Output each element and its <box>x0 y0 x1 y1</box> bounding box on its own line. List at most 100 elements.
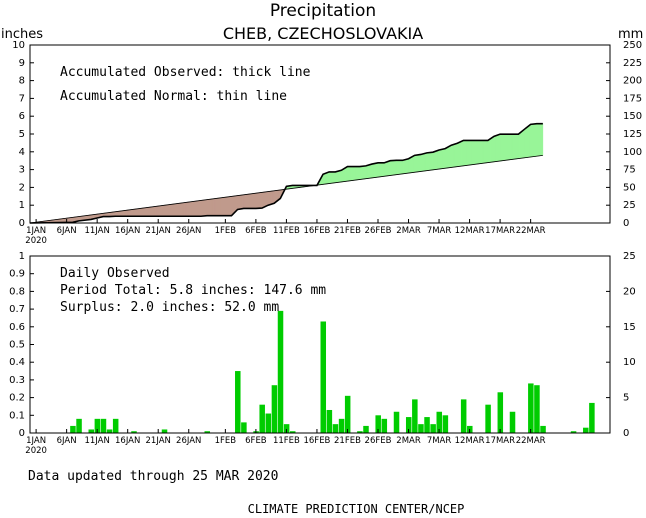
y-left-tick-label: 0.8 <box>9 286 25 297</box>
y-right-tick-label: 225 <box>623 58 642 69</box>
x-tick-label: 1FEB <box>215 226 237 236</box>
y-left-tick-label: 0.7 <box>9 304 25 315</box>
surplus-line: Surplus: 2.0 inches: 52.0 mm <box>60 300 279 315</box>
y-left-tick-label: 8 <box>19 76 25 87</box>
accumulated-lines <box>29 122 543 224</box>
x-tick-label: 21JAN <box>146 436 171 446</box>
x-tick-label: 26JAN <box>176 226 201 236</box>
daily-bar <box>338 418 345 433</box>
y-right-tick-label: 0 <box>623 428 629 439</box>
daily-bar <box>583 427 589 433</box>
daily-bar <box>460 399 467 433</box>
daily-bar <box>131 431 137 433</box>
x-tick-label: 16FEB <box>303 436 330 446</box>
x-tick-label: 22MAR <box>516 436 546 446</box>
y-left-tick-label: 0.4 <box>9 357 25 368</box>
daily-bar <box>106 429 113 433</box>
credit-line: CLIMATE PREDICTION CENTER/NCEP <box>248 502 465 516</box>
daily-bar <box>204 431 211 433</box>
legend-normal: Accumulated Normal: thin line <box>60 89 287 104</box>
daily-bar <box>357 431 363 433</box>
x-tick-label: 11FEB <box>273 436 300 446</box>
daily-bar <box>94 418 101 433</box>
daily-bar <box>497 392 504 433</box>
y-right-tick-label: 10 <box>623 357 636 368</box>
y-right-tick-label: 25 <box>623 200 636 211</box>
daily-bar <box>344 395 351 433</box>
y-right-tick-label: 50 <box>623 182 636 193</box>
daily-bar <box>363 425 369 433</box>
x-tick-label: 12MAR <box>455 436 485 446</box>
x-tick-label: 11JAN <box>84 436 109 446</box>
daily-bar <box>405 417 412 433</box>
daily-bar <box>418 424 424 433</box>
daily-title: Daily Observed <box>60 266 170 281</box>
y-right-tick-label: 175 <box>623 93 642 104</box>
accumulated-areas <box>29 123 544 224</box>
daily-bar <box>570 431 577 433</box>
y-right-tick-label: 0 <box>623 218 629 229</box>
x-year-label: 2020 <box>25 446 47 456</box>
x-tick-label: 1FEB <box>215 436 237 446</box>
x-tick-label: 26FEB <box>365 436 392 446</box>
daily-bar <box>332 424 339 433</box>
y-left-tick-label: 10 <box>12 40 25 51</box>
x-tick-label: 1JAN <box>26 436 46 446</box>
accumulated-observed-line <box>29 122 543 224</box>
daily-bar <box>375 415 381 433</box>
daily-bar <box>534 385 540 433</box>
y-right-tick-label: 20 <box>623 286 636 297</box>
daily-bar <box>485 404 491 433</box>
accum-diff-area <box>541 123 544 156</box>
daily-bar <box>88 429 95 433</box>
daily-bar <box>283 424 290 433</box>
y-left-tick-label: 0.3 <box>9 375 25 386</box>
y-left-unit-label: inches <box>1 27 43 42</box>
y-right-tick-label: 25 <box>623 251 636 262</box>
y-left-tick-label: 0.2 <box>9 393 25 404</box>
accumulated-panel: inches mm 012345678910025507510012515017… <box>1 27 643 246</box>
x-tick-label: 7MAR <box>427 226 452 236</box>
x-tick-label: 11FEB <box>273 226 300 236</box>
y-left-tick-label: 0 <box>19 428 25 439</box>
daily-bar <box>70 425 76 433</box>
daily-bars <box>70 310 595 433</box>
daily-bar <box>76 418 82 433</box>
y-left-tick-label: 3 <box>19 165 25 176</box>
daily-bar <box>100 418 107 433</box>
top-x-ticks: 1JAN 6JAN 11JAN 16JAN 21JAN 26JAN 1FEB 6FEB 11FE… <box>25 219 546 246</box>
y-left-tick-label: 2 <box>19 182 25 193</box>
y-right-tick-label: 125 <box>623 129 642 140</box>
y-left-tick-label: 6 <box>19 111 25 122</box>
x-tick-label: 12MAR <box>455 226 485 236</box>
daily-bar <box>289 431 296 433</box>
daily-bar <box>112 418 119 433</box>
y-left-tick-label: 0.1 <box>9 410 25 421</box>
bottom-x-ticks: 1JAN 6JAN 11JAN 16JAN 21JAN 26JAN 1FEB 6FEB 11FE… <box>25 429 546 456</box>
daily-bar <box>265 413 272 433</box>
station-name: CHEB, CZECHOSLOVAKIA <box>223 24 423 43</box>
daily-bar <box>235 371 241 433</box>
x-tick-label: 6FEB <box>245 226 267 236</box>
daily-bar <box>259 404 265 433</box>
daily-bar <box>161 429 168 433</box>
x-tick-label: 16FEB <box>303 226 330 236</box>
daily-bar <box>589 402 595 433</box>
y-left-tick-label: 0.5 <box>9 340 25 351</box>
x-tick-label: 2MAR <box>396 226 421 236</box>
daily-bar <box>430 424 436 433</box>
y-left-tick-label: 5 <box>19 129 25 140</box>
x-tick-label: 11JAN <box>84 226 109 236</box>
y-left-tick-label: 9 <box>19 58 25 69</box>
x-tick-label: 6FEB <box>245 436 267 446</box>
x-tick-label: 2MAR <box>396 436 421 446</box>
daily-bar <box>528 383 534 433</box>
y-left-tick-label: 0.6 <box>9 322 25 333</box>
x-tick-label: 21JAN <box>146 226 171 236</box>
y-right-tick-label: 100 <box>623 147 642 158</box>
daily-bar <box>436 411 443 433</box>
y-right-unit-label: mm <box>618 27 643 42</box>
